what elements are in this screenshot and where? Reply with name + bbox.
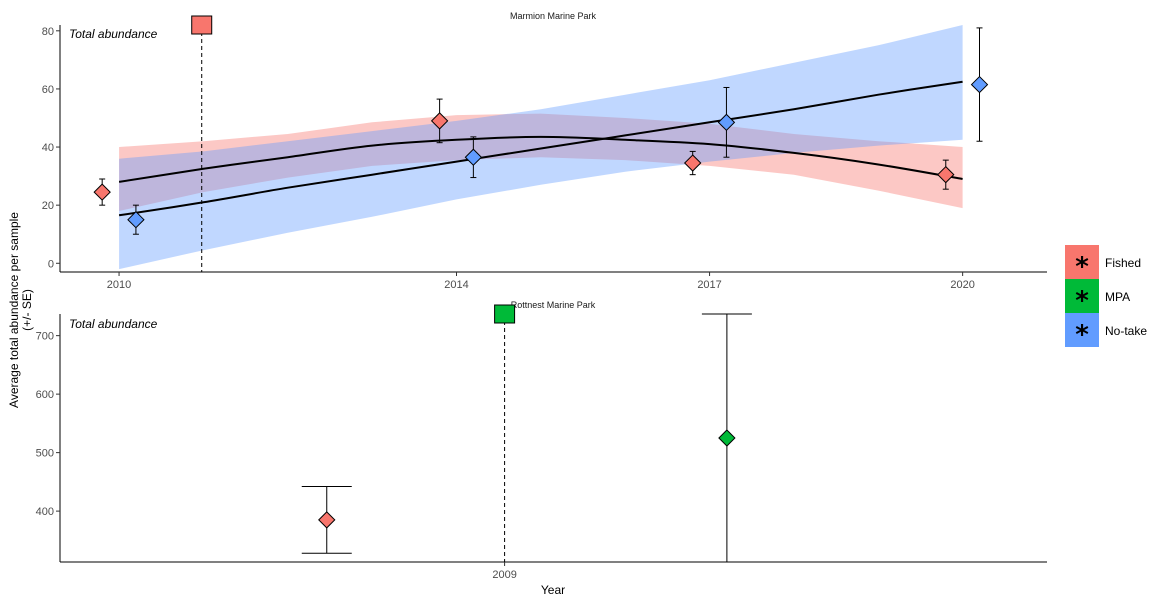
panel-rottnest: Rottnest Marine Park Total abundance 400…: [36, 300, 1047, 581]
trend-line-no-take: [118, 80, 963, 217]
panel-title-rottnest: Rottnest Marine Park: [511, 300, 596, 310]
y-tick-label: 400: [36, 506, 54, 518]
data-point-fished: [430, 112, 449, 130]
legend-label-no-take: No-take: [1105, 324, 1147, 338]
confidence-band-no-take: [119, 25, 963, 270]
data-point-fished: [683, 154, 702, 172]
confidence-band-fished: [119, 113, 963, 211]
y-tick-label: 60: [42, 84, 54, 96]
legend: * Fished * MPA * No-take: [1065, 245, 1147, 350]
data-point-no-take: [127, 210, 145, 229]
y-tick-label: 40: [42, 142, 54, 154]
mpa-marker: [494, 304, 516, 324]
legend-star-icon: *: [1075, 252, 1089, 282]
panel-annotation-rottnest: Total abundance: [69, 317, 158, 331]
data-point-no-take: [717, 113, 736, 132]
legend-key-mpa: [1065, 279, 1099, 313]
y-axis-title-line2: (+/- SE): [20, 289, 34, 331]
x-axis-title: Year: [541, 583, 565, 597]
legend-key-no-take: [1065, 313, 1099, 347]
legend-star-icon: *: [1075, 286, 1089, 316]
data-point-no-take: [970, 75, 989, 94]
x-tick-label: 2017: [697, 279, 721, 291]
legend-label-fished: Fished: [1105, 256, 1141, 270]
y-tick-label: 0: [48, 258, 54, 270]
data-point-mpa: [718, 429, 736, 447]
y-tick-label: 20: [42, 200, 54, 212]
y-tick-label: 80: [42, 26, 54, 38]
data-point-fished: [318, 511, 336, 529]
legend-key-fished: [1065, 245, 1099, 279]
mpa-marker: [191, 15, 213, 35]
x-tick-label: 2009: [492, 569, 516, 581]
data-point-fished: [937, 165, 955, 184]
x-tick-label: 2010: [107, 279, 131, 291]
y-tick-label: 600: [36, 389, 54, 401]
trend-line-fished: [118, 135, 963, 183]
data-point-fished: [93, 183, 111, 201]
y-tick-label: 500: [36, 448, 54, 460]
x-tick-label: 2020: [950, 279, 974, 291]
panel-marmion: Marmion Marine Park Total abundance 0 20 4…: [42, 11, 1047, 291]
legend-star-icon: *: [1075, 320, 1089, 350]
panel-title-marmion: Marmion Marine Park: [510, 11, 597, 21]
x-tick-label: 2014: [444, 279, 468, 291]
y-axis-title-line1: Average total abundance per sample: [7, 212, 21, 408]
legend-label-mpa: MPA: [1105, 290, 1130, 304]
panel-annotation-marmion: Total abundance: [69, 27, 158, 41]
y-tick-label: 700: [36, 331, 54, 343]
data-point-no-take: [464, 148, 483, 166]
